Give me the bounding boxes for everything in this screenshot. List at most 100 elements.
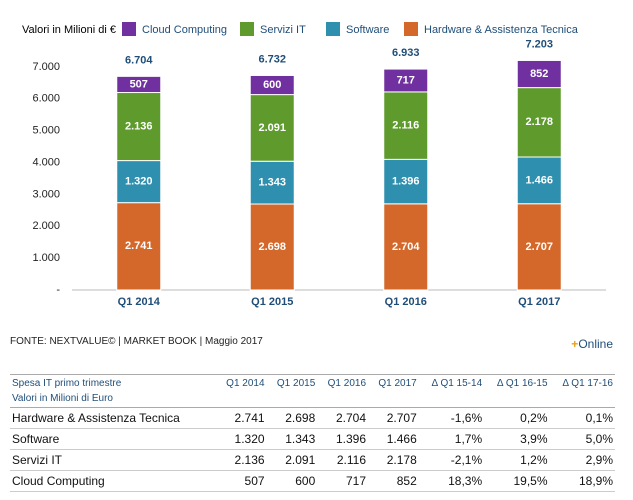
bar-segment [249, 160, 295, 205]
table-row: Software 1.320 1.343 1.396 1.466 1,7% 3,9% 5,0% [10, 428, 615, 450]
table-cell: 2.698 [266, 407, 318, 429]
y-tick-label: 1.000 [32, 252, 60, 264]
bar-segment [116, 160, 162, 204]
y-tick-label: - [56, 284, 60, 296]
y-tick-label: 4.000 [32, 156, 60, 168]
legend-swatch [326, 22, 340, 36]
legend-swatch [404, 22, 418, 36]
table-cell: 1,7% [418, 428, 485, 450]
table-cell: Servizi IT [10, 449, 216, 471]
value-label: 1.466 [525, 174, 553, 186]
table-cell: 2.741 [215, 407, 267, 429]
data-table: Spesa IT primo trimestre Valori in Milion… [10, 374, 615, 492]
table-cell: 19,5% [484, 470, 550, 492]
column-header: Δ Q1 15-14 [431, 378, 483, 389]
y-tick-label: 5.000 [32, 125, 60, 137]
table-cell: 2,9% [549, 449, 615, 471]
value-label: 2.116 [392, 120, 419, 132]
y-tick-label: 3.000 [32, 188, 60, 200]
table-cell: 2.136 [215, 449, 267, 471]
x-tick-label: Q1 2014 [118, 296, 161, 308]
bar-segment [249, 94, 295, 162]
bar-segment [516, 87, 562, 158]
column-header: Q1 2017 [378, 378, 417, 389]
legend-label: Cloud Computing [142, 24, 227, 36]
table-cell: 0,2% [484, 407, 550, 429]
table-cell: 5,0% [549, 428, 615, 450]
bar-segment [516, 59, 562, 89]
value-label: 717 [397, 74, 415, 86]
x-tick-label: Q1 2017 [518, 296, 560, 308]
value-label: 1.396 [392, 175, 420, 187]
value-label: 2.741 [125, 240, 153, 252]
bar-segment [383, 158, 429, 205]
legend-label: Hardware & Assistenza Tecnica [424, 24, 579, 36]
table-cell: 3,9% [484, 428, 550, 450]
value-label: 1.343 [258, 177, 286, 189]
column-header: Q1 2016 [327, 378, 367, 389]
chart: Valori in Milioni di € - 1.000 2.000 3.000 4… [22, 22, 606, 308]
value-label: 507 [130, 78, 148, 90]
legend-swatch [240, 22, 254, 36]
legend-label: Software [346, 24, 389, 36]
table-cell: 1.466 [368, 428, 419, 450]
table-cell: 507 [215, 470, 267, 492]
table-row: Hardware & Assistenza Tecnica 2.741 2.698 2… [10, 407, 615, 429]
value-label: 2.178 [525, 116, 553, 128]
table-row: Cloud Computing 507 600 717 852 18,3% 19,5% 18,… [10, 470, 615, 492]
y-tick-label: 2.000 [32, 220, 60, 232]
table-cell: 852 [368, 470, 419, 492]
table-cell: 18,3% [418, 470, 485, 492]
table-cell: 717 [317, 470, 369, 492]
table-cell: 2.704 [317, 407, 369, 429]
source: FONTE: NEXTVALUE© | MARKET BOOK | Maggio… [10, 336, 263, 347]
column-header: Q1 2014 [226, 378, 265, 389]
table-cell: 1.396 [317, 428, 369, 450]
brand-plus: + [571, 337, 579, 351]
value-label: 2.136 [125, 120, 153, 132]
y-axis-label: Valori in Milioni di € [22, 24, 116, 36]
column-header: Δ Q1 16-15 [496, 378, 548, 389]
total-label: 7.203 [525, 38, 553, 50]
header-row: Spesa IT primo trimestre Valori in Milion… [10, 374, 615, 408]
table-cell: 1.320 [215, 428, 267, 450]
x-tick-label: Q1 2015 [251, 296, 293, 308]
value-label: 2.704 [392, 241, 420, 253]
bar-segment [383, 91, 429, 160]
table-cell: 2.091 [266, 449, 318, 471]
table-cell: -2,1% [418, 449, 485, 471]
table-title: Spesa IT primo trimestre [12, 378, 122, 389]
bar-segment [516, 156, 562, 205]
legend-label: Servizi IT [260, 24, 306, 36]
table-cell: 1,2% [484, 449, 550, 471]
value-label: 2.707 [525, 241, 553, 253]
bar-segment [249, 203, 295, 291]
bar-segment [249, 74, 295, 96]
bar-segment [383, 68, 429, 93]
column-header: Q1 2015 [276, 378, 316, 389]
table-header: Spesa IT primo trimestre Valori in Milion… [10, 375, 216, 408]
table-cell: 18,9% [549, 470, 615, 492]
total-label: 6.933 [392, 47, 420, 59]
value-label: 2.698 [258, 241, 286, 253]
total-label: 6.732 [258, 53, 286, 65]
bar-segment [116, 75, 162, 94]
legend-swatch [122, 22, 136, 36]
table-row: Servizi IT 2.136 2.091 2.116 2.178 -2,1% 1,2% 2… [10, 449, 615, 471]
total-label: 6.704 [125, 54, 153, 66]
table-cell: 2.707 [368, 407, 419, 429]
table-cell: Hardware & Assistenza Tecnica [10, 407, 216, 429]
value-label: 2.091 [258, 122, 286, 134]
table-cell: Software [10, 428, 216, 450]
bar-segment [383, 203, 429, 291]
column-header: Δ Q1 17-16 [562, 378, 613, 389]
table-cell: Cloud Computing [10, 470, 216, 492]
table-cell: 0,1% [549, 407, 615, 429]
bar-segment [116, 202, 162, 291]
brand: +Online [571, 337, 613, 351]
y-tick-label: 6.000 [32, 93, 60, 105]
bar-segment [516, 203, 562, 291]
table-cell: 2.116 [317, 449, 369, 471]
x-tick-label: Q1 2016 [385, 296, 427, 308]
